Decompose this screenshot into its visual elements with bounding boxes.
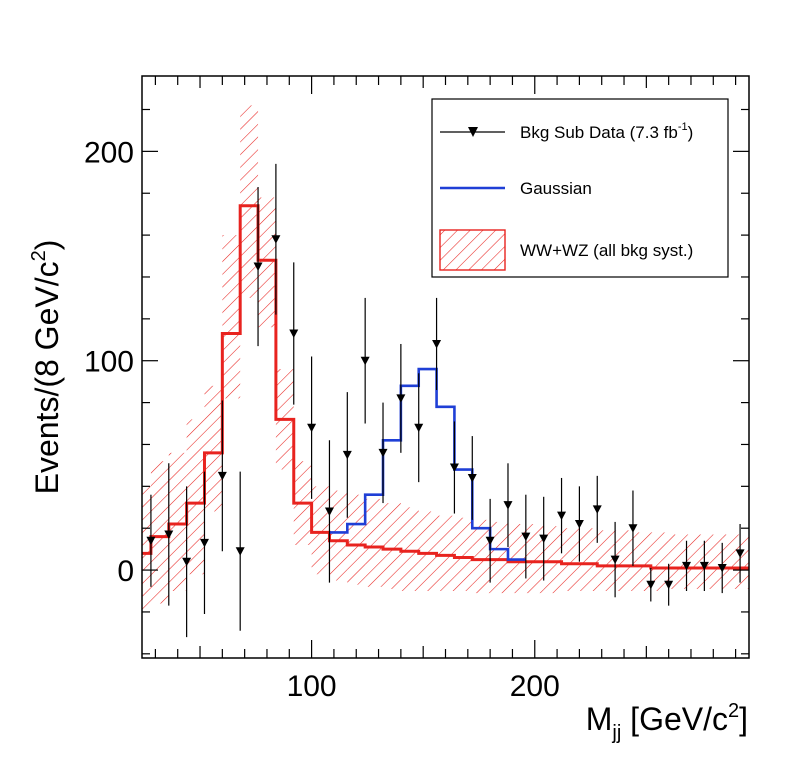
data-point bbox=[414, 423, 424, 433]
syst-band-bin bbox=[142, 486, 151, 612]
data-point bbox=[503, 501, 513, 510]
data-point bbox=[146, 536, 156, 546]
data-point bbox=[217, 471, 227, 481]
data-point bbox=[182, 557, 192, 567]
legend-data-marker-icon bbox=[468, 127, 478, 137]
data-point bbox=[485, 536, 495, 546]
syst-band-bin bbox=[365, 498, 384, 587]
y-tick-label: 100 bbox=[84, 346, 134, 379]
syst-band-bin bbox=[579, 528, 598, 592]
legend-entry-wwwz: WW+WZ (all bkg syst.) bbox=[439, 229, 693, 271]
data-point bbox=[664, 580, 674, 590]
y-tick-label: 0 bbox=[117, 555, 134, 588]
data-point bbox=[253, 262, 263, 272]
data-point bbox=[164, 530, 174, 539]
data-point bbox=[682, 561, 692, 571]
data-point bbox=[396, 394, 406, 403]
syst-band-bin bbox=[383, 503, 401, 589]
syst-band-bin bbox=[240, 105, 259, 298]
syst-band-bin bbox=[150, 461, 169, 604]
syst-band-bin bbox=[222, 235, 241, 399]
x-tick-label: 200 bbox=[510, 670, 560, 703]
syst-band-bin bbox=[418, 511, 437, 592]
syst-band-bin bbox=[686, 534, 705, 589]
syst-band-bin bbox=[454, 517, 473, 592]
legend-label-wwwz: WW+WZ (all bkg syst.) bbox=[520, 241, 693, 260]
legend-label-data: Bkg Sub Data (7.3 fb bbox=[520, 123, 678, 142]
y-tick-label: 200 bbox=[84, 136, 134, 169]
data-point bbox=[199, 538, 209, 548]
data-point bbox=[574, 520, 584, 529]
syst-band-bin bbox=[204, 385, 223, 512]
syst-band-bin bbox=[632, 532, 651, 592]
syst-band-bin bbox=[543, 526, 562, 594]
data-point bbox=[646, 580, 656, 590]
data-point bbox=[289, 329, 299, 339]
syst-band-bin bbox=[758, 534, 776, 588]
syst-band-bin bbox=[258, 197, 276, 328]
syst-band-bin bbox=[561, 528, 580, 592]
data-point bbox=[592, 505, 602, 514]
data-point bbox=[735, 549, 745, 558]
syst-band-bin bbox=[400, 507, 419, 592]
syst-band-bin bbox=[472, 519, 491, 594]
data-point bbox=[628, 524, 638, 533]
data-point bbox=[610, 555, 620, 565]
x-axis-title: Mjj [GeV/c2] bbox=[586, 700, 748, 744]
data-point bbox=[449, 463, 459, 472]
svg-text:Bkg Sub Data (7.3 fb-1): Bkg Sub Data (7.3 fb-1) bbox=[520, 121, 693, 142]
syst-band-bin bbox=[597, 530, 616, 592]
legend-hatch-swatch bbox=[439, 229, 506, 271]
syst-band-bin bbox=[704, 534, 723, 589]
y-axis-title: Events/(8 GeV/c2) bbox=[28, 240, 65, 495]
data-point bbox=[699, 561, 709, 571]
data-point bbox=[717, 563, 727, 573]
syst-band-bin bbox=[740, 534, 749, 589]
bkg-step-line bbox=[142, 204, 749, 570]
data-point bbox=[342, 450, 352, 460]
data-points-series bbox=[146, 163, 745, 638]
data-point bbox=[521, 532, 531, 542]
data-point bbox=[432, 339, 442, 349]
syst-band-bin bbox=[722, 534, 741, 589]
syst-band-bin bbox=[347, 494, 366, 585]
syst-band-bin bbox=[329, 490, 348, 581]
legend-entry-gaussian: Gaussian bbox=[440, 179, 592, 198]
syst-band-bin bbox=[186, 419, 205, 575]
data-point bbox=[539, 534, 549, 544]
data-point bbox=[307, 423, 317, 433]
data-point bbox=[271, 235, 281, 244]
syst-band-bin bbox=[525, 524, 544, 594]
legend-label-gaussian: Gaussian bbox=[520, 179, 592, 198]
data-point bbox=[557, 511, 567, 521]
axis-ticks: 0 100 200 100 200 bbox=[84, 76, 749, 703]
syst-band-bin bbox=[650, 532, 669, 592]
legend-entry-data: Bkg Sub Data (7.3 fb-1) bbox=[440, 121, 693, 142]
bkg-step-series bbox=[142, 204, 749, 570]
syst-band-bin bbox=[311, 486, 330, 575]
syst-band-bin bbox=[490, 521, 508, 594]
data-point bbox=[235, 547, 245, 556]
legend: Bkg Sub Data (7.3 fb-1) Gaussian WW+WZ (… bbox=[431, 98, 729, 278]
syst-band-bin bbox=[668, 534, 687, 589]
data-point bbox=[378, 448, 388, 458]
syst-band-bin bbox=[436, 515, 455, 592]
syst-band-bin bbox=[615, 530, 633, 592]
syst-band-bin bbox=[168, 452, 187, 592]
x-tick-label: 100 bbox=[287, 670, 337, 703]
data-point bbox=[467, 473, 477, 483]
data-point bbox=[360, 356, 370, 366]
data-point bbox=[324, 507, 334, 516]
